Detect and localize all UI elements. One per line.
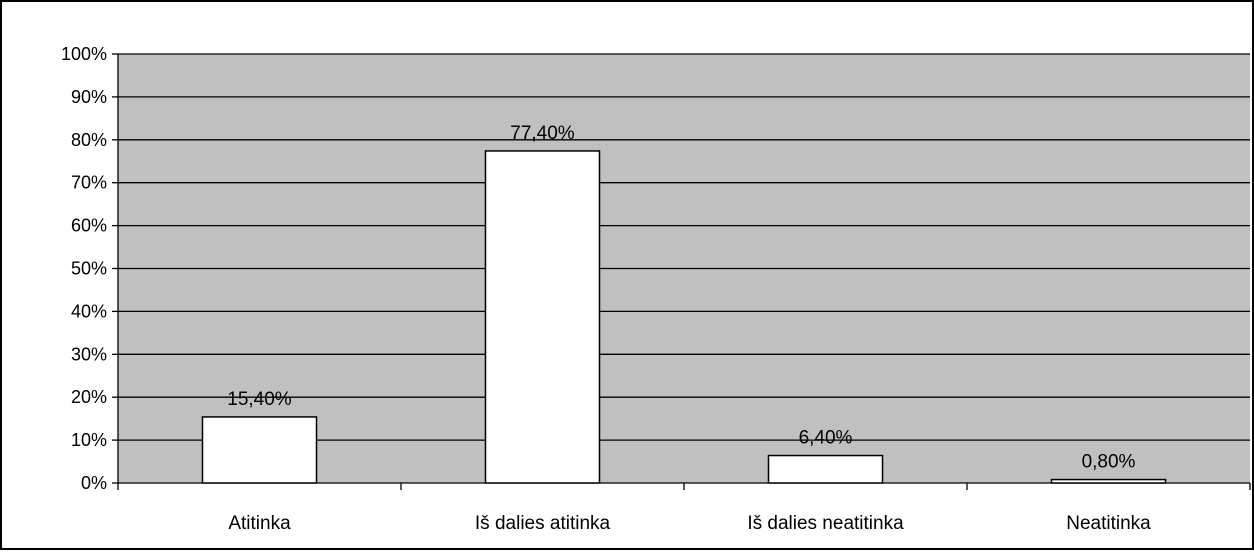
y-tick-label-70: 70% xyxy=(71,173,107,193)
data-label-2: 77,40% xyxy=(510,123,575,144)
y-tick-label-30: 30% xyxy=(71,344,107,364)
y-tick-label-0: 0% xyxy=(81,473,107,493)
category-label-1: Atitinka xyxy=(228,513,291,534)
y-tick-label-10: 10% xyxy=(71,430,107,450)
y-tick-label-100: 100% xyxy=(61,44,107,64)
y-tick-label-50: 50% xyxy=(71,259,107,279)
data-label-3: 6,40% xyxy=(799,428,853,449)
bar-3 xyxy=(767,454,884,484)
bar-2 xyxy=(484,150,601,484)
y-tick-label-60: 60% xyxy=(71,216,107,236)
y-tick-label-20: 20% xyxy=(71,387,107,407)
category-label-4: Neatitinka xyxy=(1066,513,1151,534)
y-tick-label-80: 80% xyxy=(71,130,107,150)
y-tick-label-40: 40% xyxy=(71,301,107,321)
bar-1 xyxy=(201,416,318,484)
category-label-2: Iš dalies atitinka xyxy=(475,513,611,534)
y-tick-label-90: 90% xyxy=(71,87,107,107)
data-label-4: 0,80% xyxy=(1082,452,1136,473)
category-label-3: Iš dalies neatitinka xyxy=(747,513,904,534)
bar-4 xyxy=(1050,478,1167,484)
data-label-1: 15,40% xyxy=(227,389,292,410)
